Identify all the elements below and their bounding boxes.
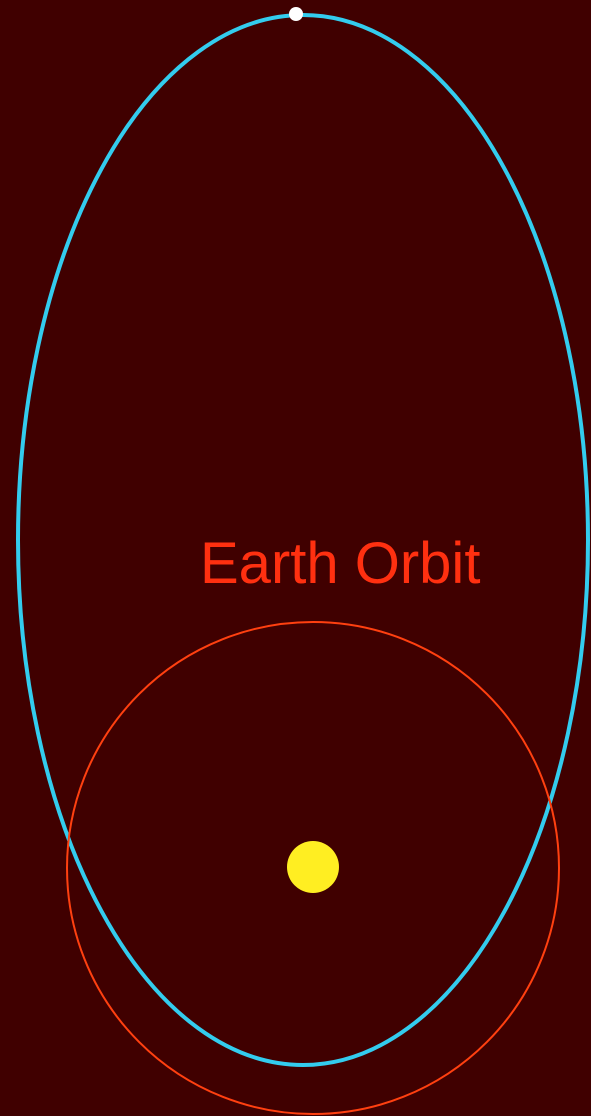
sun [287,841,339,893]
orbit-label: Earth Orbit [200,531,480,596]
comet-orbit [16,13,590,1067]
comet [289,7,303,21]
earth-orbit [66,621,560,1115]
